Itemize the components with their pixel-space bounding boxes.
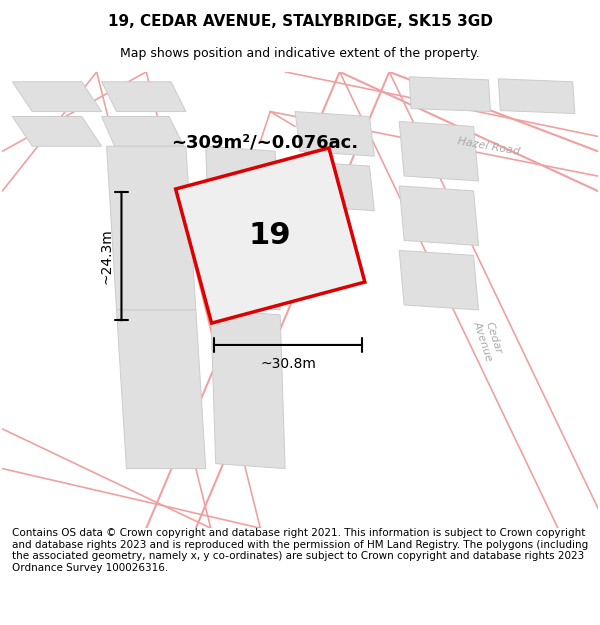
- Polygon shape: [101, 116, 184, 146]
- Polygon shape: [409, 77, 490, 111]
- Polygon shape: [13, 116, 101, 146]
- Polygon shape: [399, 121, 479, 181]
- Polygon shape: [295, 111, 374, 156]
- Text: ~30.8m: ~30.8m: [260, 357, 316, 371]
- Text: Cedar
Avenue: Cedar Avenue: [472, 316, 505, 363]
- Text: ~309m²/~0.076ac.: ~309m²/~0.076ac.: [171, 133, 358, 151]
- Polygon shape: [107, 146, 196, 310]
- Polygon shape: [295, 161, 374, 211]
- Polygon shape: [211, 310, 285, 469]
- Polygon shape: [13, 82, 101, 111]
- Text: Contains OS data © Crown copyright and database right 2021. This information is : Contains OS data © Crown copyright and d…: [12, 528, 588, 573]
- Polygon shape: [101, 82, 186, 111]
- Text: ~24.3m: ~24.3m: [100, 228, 113, 284]
- Text: 19, CEDAR AVENUE, STALYBRIDGE, SK15 3GD: 19, CEDAR AVENUE, STALYBRIDGE, SK15 3GD: [107, 14, 493, 29]
- Polygon shape: [116, 310, 206, 469]
- Text: Hazel Road: Hazel Road: [457, 136, 520, 157]
- Polygon shape: [399, 186, 479, 246]
- Text: Cedar
Avenue: Cedar Avenue: [219, 177, 252, 224]
- Text: 19: 19: [249, 221, 292, 250]
- Polygon shape: [206, 146, 280, 310]
- Text: Map shows position and indicative extent of the property.: Map shows position and indicative extent…: [120, 47, 480, 60]
- Polygon shape: [399, 251, 479, 310]
- Polygon shape: [499, 79, 575, 114]
- Polygon shape: [176, 148, 365, 323]
